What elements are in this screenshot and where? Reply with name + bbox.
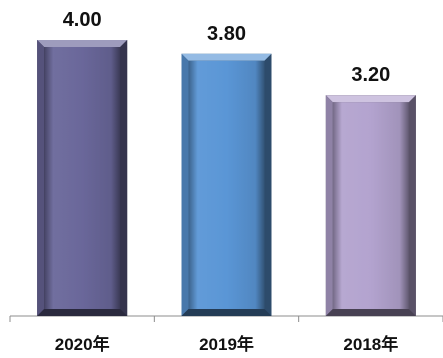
x-tick-label: 2019年 — [199, 334, 254, 354]
x-tick-label: 2020年 — [55, 334, 110, 354]
x-tick-labels-group: 2020年 2019年 2018年 — [55, 334, 398, 354]
bar-2020年 — [37, 40, 128, 316]
bar-2018年 — [325, 95, 416, 316]
bar-2019年 — [181, 53, 272, 317]
x-axis — [9, 315, 443, 322]
bars-group — [37, 40, 416, 317]
x-tick-label: 2018年 — [343, 334, 398, 354]
value-label: 4.00 — [63, 9, 102, 31]
value-label: 3.20 — [351, 64, 390, 86]
value-label: 3.80 — [207, 23, 246, 45]
value-labels-group: 4.00 3.80 3.20 — [63, 9, 391, 86]
